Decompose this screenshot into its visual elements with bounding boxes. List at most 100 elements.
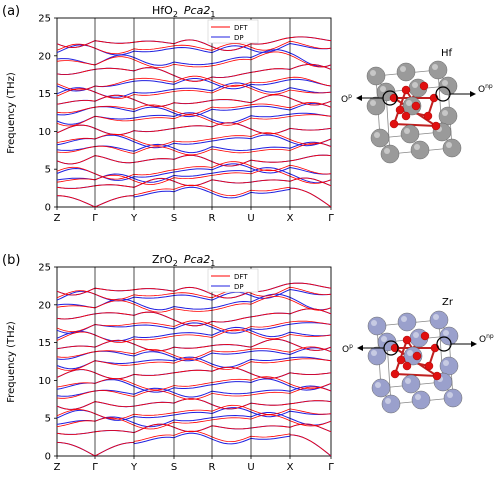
atom-highlight xyxy=(446,142,452,148)
atom-highlight xyxy=(413,332,419,338)
metal-atom xyxy=(429,310,449,330)
metal-atom xyxy=(428,60,448,80)
atom-highlight xyxy=(442,80,448,86)
panel-a: (a) HfO2 Pca21 0 5 10 15 20 25 Z Γ Y S R U X Γ Freque… xyxy=(2,4,334,224)
atom-highlight xyxy=(432,64,438,70)
band-dft-line xyxy=(56,114,332,127)
metal-atom xyxy=(367,346,387,366)
atom-highlight xyxy=(371,350,377,356)
y-tick-label: 0 xyxy=(45,203,51,214)
x-tick-label: S xyxy=(171,213,177,224)
metal-atom xyxy=(366,96,386,116)
band-dft-line xyxy=(56,286,332,301)
oxygen-atom xyxy=(396,355,406,365)
plot-frame xyxy=(56,266,332,457)
band-dft-line xyxy=(56,295,332,313)
atom-highlight xyxy=(447,392,453,398)
atom-highlight xyxy=(385,398,391,404)
atom-highlight xyxy=(433,314,439,320)
oxygen-atom xyxy=(390,343,400,353)
x-tick-label: Z xyxy=(54,213,61,224)
atom-highlight xyxy=(380,86,386,92)
atom-group xyxy=(366,60,462,164)
band-dft-line xyxy=(56,36,332,51)
legend: DFT DP xyxy=(207,268,259,293)
metal-atom xyxy=(439,356,459,376)
atom-highlight xyxy=(400,66,406,72)
panel-b: (b) ZrO2 Pca21 0 5 10 15 20 25 Z Γ Y S R U X Γ Freque… xyxy=(2,253,334,473)
legend-label-dft: DFT xyxy=(234,24,248,32)
atom-highlight xyxy=(442,110,448,116)
y-tick-label: 25 xyxy=(38,263,51,274)
metal-atom xyxy=(410,140,430,160)
x-tick-label: Y xyxy=(130,462,138,473)
oxygen-atom xyxy=(402,361,412,371)
cell-edge xyxy=(385,91,391,155)
atom-highlight xyxy=(371,320,377,326)
band-dft-line xyxy=(56,132,332,146)
oxygen-atom xyxy=(401,111,411,121)
band-dft-line xyxy=(56,366,332,380)
site-label-p: Op xyxy=(342,343,353,355)
metal-atom xyxy=(396,62,416,82)
band-dft-line xyxy=(56,51,332,69)
band-dft-line xyxy=(56,94,332,107)
metal-atom xyxy=(411,390,431,410)
panel-label: (a) xyxy=(2,4,20,19)
y-axis-label: Frequency (THz) xyxy=(6,321,17,403)
arrowhead-np xyxy=(470,91,476,97)
band-dft-line xyxy=(56,329,332,343)
metal-atom xyxy=(438,106,458,126)
element-label: Hf xyxy=(441,48,453,59)
legend-label-dft: DFT xyxy=(234,273,248,281)
x-tick-label: Y xyxy=(130,213,138,224)
metal-atom xyxy=(438,76,458,96)
site-label-np: Onp xyxy=(479,333,494,345)
atom-highlight xyxy=(375,382,381,388)
band-lines xyxy=(56,36,332,208)
band-dft-line xyxy=(56,398,332,410)
arrowhead-p xyxy=(356,95,362,101)
atom-highlight xyxy=(412,82,418,88)
band-dft-line xyxy=(56,338,332,352)
band-dft-line xyxy=(56,386,332,400)
x-tick-label: X xyxy=(287,213,294,224)
element-label: Zr xyxy=(442,297,454,308)
band-dft-line xyxy=(56,404,332,420)
legend-box xyxy=(207,19,259,44)
x-tick-label: X xyxy=(287,462,294,473)
y-tick-label: 5 xyxy=(45,165,51,176)
x-tick-label: Z xyxy=(54,462,61,473)
oxygen-atom xyxy=(395,105,405,115)
x-tick-label: Γ xyxy=(92,462,98,473)
atom-highlight xyxy=(407,350,413,356)
band-dft-line xyxy=(56,358,332,371)
oxygen-atom xyxy=(424,361,434,371)
band-dft-line xyxy=(56,142,332,156)
band-dft-line xyxy=(56,84,332,99)
atom-highlight xyxy=(443,360,449,366)
legend-box xyxy=(207,268,259,293)
band-dft-line xyxy=(56,184,332,208)
legend-label-dp: DP xyxy=(234,34,244,42)
x-tick-label: R xyxy=(209,213,216,224)
oxygen-atom xyxy=(432,371,442,381)
y-tick-label: 20 xyxy=(38,51,51,62)
atom-highlight xyxy=(381,336,387,342)
atom-highlight xyxy=(406,100,412,106)
y-tick-label: 15 xyxy=(38,89,51,100)
atom-highlight xyxy=(415,394,421,400)
x-tick-label: Γ xyxy=(328,462,334,473)
band-lines xyxy=(56,282,332,457)
atom-highlight xyxy=(370,70,376,76)
oxygen-atom xyxy=(401,85,411,95)
panel-label: (b) xyxy=(2,253,20,268)
atom-highlight xyxy=(404,128,410,134)
legend: DFT DP xyxy=(207,19,259,44)
metal-atom xyxy=(367,316,387,336)
chart-title: ZrO2 Pca21 xyxy=(152,253,215,268)
y-tick-label: 15 xyxy=(38,338,51,349)
band-dft-line xyxy=(56,75,332,91)
